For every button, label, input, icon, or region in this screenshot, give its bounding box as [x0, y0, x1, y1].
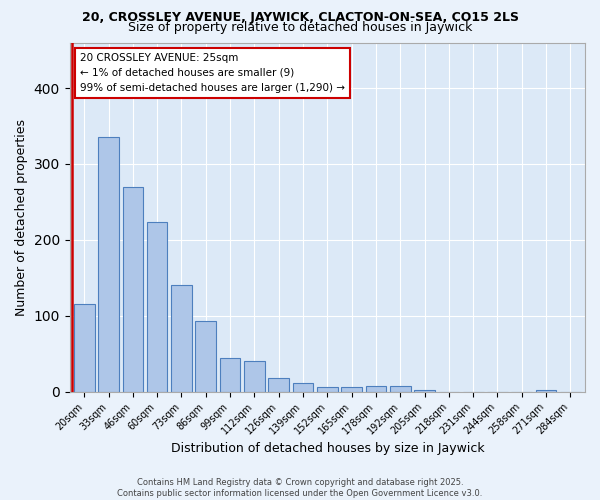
Bar — [317, 388, 338, 392]
Bar — [536, 390, 556, 392]
Bar — [341, 388, 362, 392]
Bar — [122, 187, 143, 392]
Bar — [414, 390, 435, 392]
Text: 20 CROSSLEY AVENUE: 25sqm
← 1% of detached houses are smaller (9)
99% of semi-de: 20 CROSSLEY AVENUE: 25sqm ← 1% of detach… — [80, 53, 345, 92]
Bar — [98, 138, 119, 392]
Bar — [293, 384, 313, 392]
Bar — [220, 358, 241, 392]
Bar — [268, 378, 289, 392]
X-axis label: Distribution of detached houses by size in Jaywick: Distribution of detached houses by size … — [170, 442, 484, 455]
Y-axis label: Number of detached properties: Number of detached properties — [15, 118, 28, 316]
Bar — [74, 304, 95, 392]
Bar — [171, 286, 192, 392]
Bar — [196, 321, 216, 392]
Text: Contains HM Land Registry data © Crown copyright and database right 2025.
Contai: Contains HM Land Registry data © Crown c… — [118, 478, 482, 498]
Bar — [244, 362, 265, 392]
Bar — [147, 222, 167, 392]
Text: Size of property relative to detached houses in Jaywick: Size of property relative to detached ho… — [128, 22, 472, 35]
Text: 20, CROSSLEY AVENUE, JAYWICK, CLACTON-ON-SEA, CO15 2LS: 20, CROSSLEY AVENUE, JAYWICK, CLACTON-ON… — [82, 11, 518, 24]
Bar — [390, 386, 410, 392]
Bar — [365, 386, 386, 392]
